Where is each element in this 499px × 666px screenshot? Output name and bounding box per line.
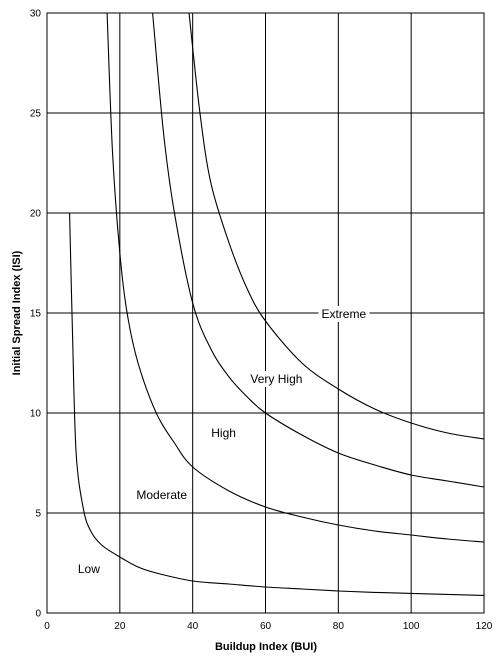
x-tick-label: 0 (44, 621, 50, 632)
series-line-4 (188, 13, 484, 440)
zone-labels: Low Moderate High Very High Extreme (74, 306, 370, 577)
series-line-3 (152, 13, 484, 488)
x-tick-label: 100 (403, 621, 420, 632)
zone-label: High (211, 426, 236, 440)
zone-label-group: Very High (247, 371, 306, 387)
x-tick-label: 120 (476, 621, 493, 632)
x-tick-label: 60 (260, 621, 272, 632)
x-axis-label: Buildup Index (BUI) (215, 641, 317, 653)
x-tick-label: 80 (333, 621, 345, 632)
zone-label-bg (133, 487, 191, 503)
zone-label: Moderate (136, 488, 187, 502)
y-tick-label: 20 (30, 209, 42, 220)
series-line-2 (106, 13, 484, 543)
zone-label: Very High (250, 372, 302, 386)
zone-label-bg (74, 561, 104, 577)
zone-label-bg (247, 371, 306, 387)
y-tick-label: 0 (35, 609, 41, 620)
grid (46, 12, 485, 614)
y-tick-label: 5 (35, 509, 41, 520)
x-tick-label: 40 (187, 621, 199, 632)
y-tick-label: 30 (30, 9, 42, 20)
zone-label: Extreme (321, 307, 366, 321)
tick-labels: 0 20 40 60 80 100 120 0 5 10 15 20 25 30 (30, 9, 493, 633)
y-tick-label: 10 (30, 409, 42, 420)
x-tick-label: 20 (114, 621, 126, 632)
y-axis-label: Initial Spread Index (ISI) (11, 250, 23, 375)
zone-label-bg (318, 306, 370, 322)
series-line-1 (69, 212, 484, 596)
zone-label-group: Low (74, 561, 104, 577)
y-tick-label: 25 (30, 109, 42, 120)
zone-label-group: Moderate (133, 487, 191, 503)
zone-label-group: Extreme (318, 306, 370, 322)
zone-label: Low (78, 562, 100, 576)
zone-label-group: High (208, 425, 239, 441)
zone-label-bg (208, 425, 239, 441)
curves (69, 13, 484, 596)
y-tick-label: 15 (30, 309, 42, 320)
